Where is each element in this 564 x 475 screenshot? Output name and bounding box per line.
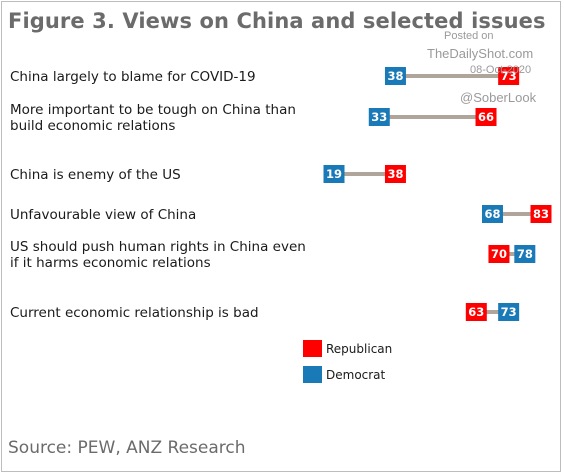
democrat-marker xyxy=(368,108,390,126)
category-label: China largely to blame for COVID-19 xyxy=(10,69,256,85)
democrat-value-label: 33 xyxy=(371,110,387,124)
category-label: Unfavourable view of China xyxy=(10,207,196,223)
democrat-marker xyxy=(514,245,536,263)
republican-value-label: 73 xyxy=(501,69,517,83)
democrat-marker xyxy=(384,67,406,85)
category-label: China is enemy of the US xyxy=(10,167,181,183)
chart-source: Source: PEW, ANZ Research xyxy=(8,438,246,458)
legend-label: Republican xyxy=(326,342,392,356)
republican-marker xyxy=(498,67,520,85)
watermark-posted-on: Posted on xyxy=(444,30,494,42)
democrat-value-label: 38 xyxy=(387,69,403,83)
democrat-value-label: 19 xyxy=(326,167,342,181)
democrat-marker xyxy=(481,205,503,223)
legend-swatch xyxy=(303,340,322,357)
chart-title: Figure 3. Views on China and selected is… xyxy=(8,9,546,33)
democrat-marker xyxy=(498,303,520,321)
category-label: More important to be tough on China than xyxy=(10,102,296,118)
republican-marker xyxy=(488,245,510,263)
category-label: Current economic relationship is bad xyxy=(10,305,259,321)
democrat-value-label: 68 xyxy=(484,207,500,221)
republican-value-label: 66 xyxy=(478,110,494,124)
legend-swatch xyxy=(303,366,322,383)
republican-marker xyxy=(384,165,406,183)
watermark-site: TheDailyShot.com xyxy=(427,46,534,61)
republican-value-label: 63 xyxy=(468,305,484,319)
watermark-handle: @SoberLook xyxy=(460,90,537,105)
republican-value-label: 38 xyxy=(387,167,403,181)
legend-label: Democrat xyxy=(326,368,386,382)
democrat-marker xyxy=(323,165,345,183)
category-label: if it harms economic relations xyxy=(10,255,211,271)
republican-marker xyxy=(475,108,497,126)
democrat-value-label: 73 xyxy=(501,305,517,319)
category-label: US should push human rights in China eve… xyxy=(10,239,306,255)
republican-marker xyxy=(465,303,487,321)
democrat-value-label: 78 xyxy=(517,247,533,261)
republican-value-label: 83 xyxy=(533,207,549,221)
category-label: build economic relations xyxy=(10,118,175,134)
republican-value-label: 70 xyxy=(491,247,507,261)
watermark-date: 08-Oct-2020 xyxy=(470,64,532,76)
republican-marker xyxy=(530,205,552,223)
